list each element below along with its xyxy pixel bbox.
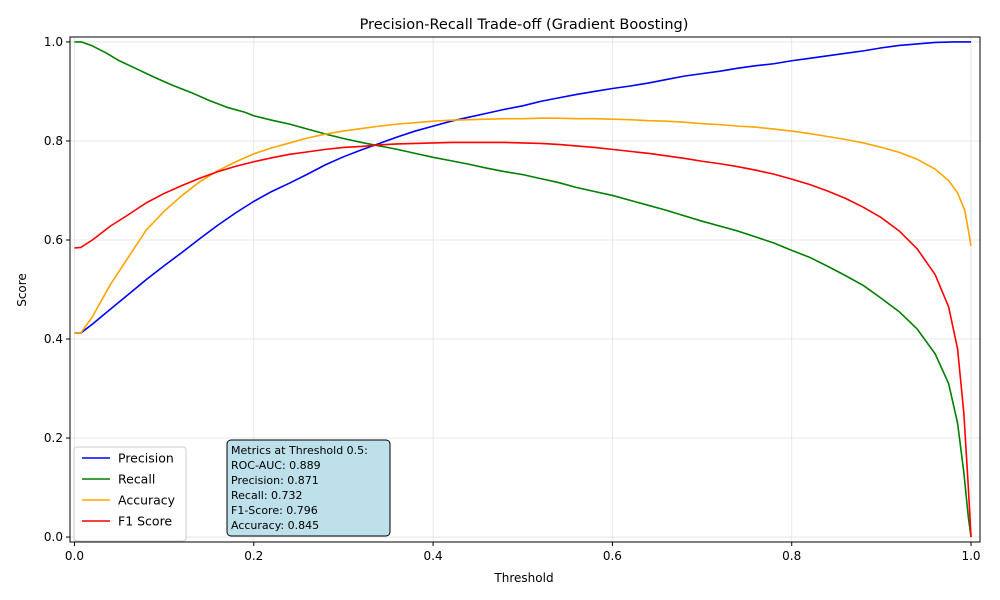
metrics-box-background <box>226 439 391 537</box>
series-layer <box>74 41 972 538</box>
y-tick-label: 0.8 <box>44 134 63 148</box>
metrics-annotation-box: Metrics at Threshold 0.5: ROC-AUC: 0.889 P… <box>226 439 391 537</box>
x-tick-label: 0.0 <box>65 549 84 563</box>
chart-title: Precision-Recall Trade-off (Gradient Boo… <box>360 17 689 33</box>
y-axis-ticks: 0.0 0.2 0.4 0.6 0.8 1.0 <box>44 35 70 544</box>
x-tick-label: 1.0 <box>961 549 980 563</box>
plot-frame <box>69 36 981 543</box>
metrics-line: ROC-AUC: 0.889 <box>231 459 321 472</box>
y-tick-label: 0.0 <box>44 530 63 544</box>
y-axis-label: Score <box>15 273 29 307</box>
legend-box <box>73 446 187 542</box>
x-tick-label: 0.6 <box>603 549 622 563</box>
metrics-line: Accuracy: 0.845 <box>231 519 319 532</box>
series-line-precision <box>74 41 972 334</box>
legend-label: F1 Score <box>118 514 172 529</box>
legend: Precision Recall Accuracy F1 Score <box>73 446 187 542</box>
y-tick-label: 0.4 <box>44 332 63 346</box>
legend-label: Recall <box>118 472 155 487</box>
x-tick-label: 0.4 <box>424 549 443 563</box>
x-axis-ticks: 0.0 0.2 0.4 0.6 0.8 1.0 <box>65 542 981 563</box>
y-tick-label: 0.2 <box>44 431 63 445</box>
metrics-line: Precision: 0.871 <box>231 474 319 487</box>
x-axis-label: Threshold <box>493 571 553 585</box>
series-line-recall <box>74 41 972 538</box>
series-line-f1-score <box>74 141 972 538</box>
legend-label: Accuracy <box>118 493 176 508</box>
legend-label: Precision <box>118 451 174 466</box>
metrics-line: F1-Score: 0.796 <box>231 504 318 517</box>
y-tick-label: 0.6 <box>44 233 63 247</box>
metrics-line: Recall: 0.732 <box>231 489 303 502</box>
x-tick-label: 0.8 <box>782 549 801 563</box>
x-tick-label: 0.2 <box>244 549 263 563</box>
metrics-line: Metrics at Threshold 0.5: <box>231 444 368 457</box>
series-line-accuracy <box>74 117 972 334</box>
y-tick-label: 1.0 <box>44 35 63 49</box>
